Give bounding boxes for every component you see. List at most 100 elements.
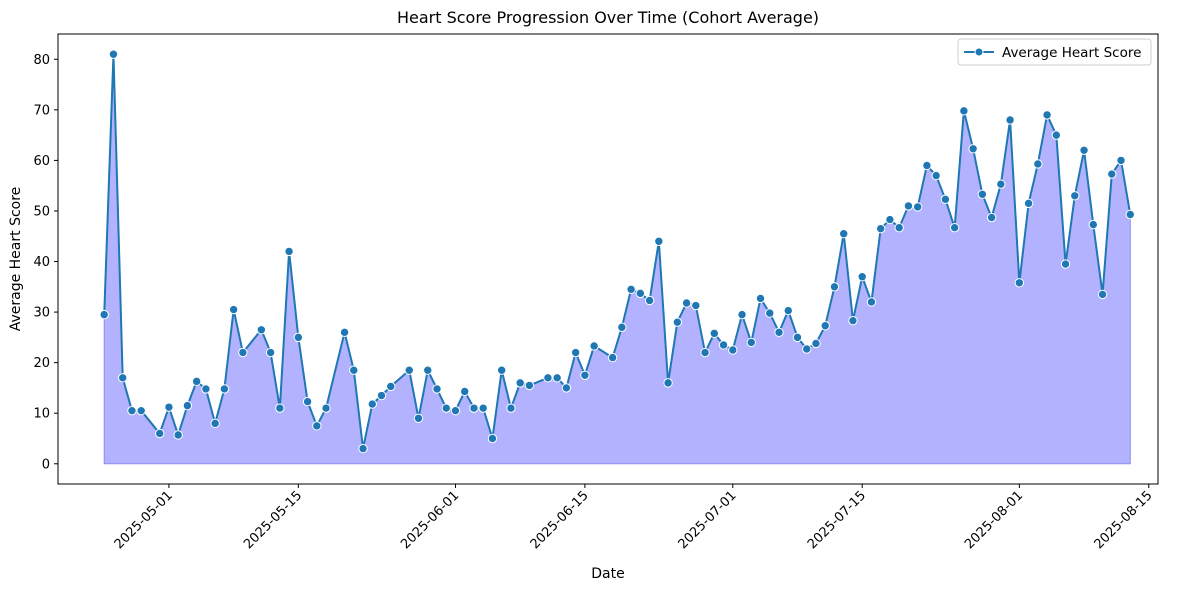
data-point [996,179,1006,189]
data-point [349,365,359,375]
data-point [755,293,766,304]
y-tick-label: 40 [33,255,50,270]
data-point [543,373,553,383]
data-point [644,295,655,306]
data-point [423,365,433,375]
data-point [496,365,507,375]
data-point [321,403,331,413]
data-point [284,246,294,257]
data-point [293,332,304,343]
x-tick-label: 2025-05-15 [241,488,305,552]
data-point [506,403,516,413]
data-point [99,309,109,320]
data-point [1023,198,1034,209]
data-point [737,309,747,320]
x-tick-label: 2025-08-01 [962,488,1026,552]
data-point [358,443,368,454]
data-point [986,212,997,223]
legend: Average Heart Score [957,38,1152,66]
legend-label: Average Heart Score [1002,45,1141,61]
y-tick-label: 30 [33,306,50,321]
data-point [413,413,424,423]
data-point [201,384,211,394]
data-point [118,373,128,383]
data-point [1051,130,1062,140]
data-point [1042,110,1052,120]
data-point [903,201,914,211]
chart-title: Heart Score Progression Over Time (Cohor… [397,8,819,27]
data-point [912,202,923,212]
data-point [931,170,941,181]
data-point [607,352,618,363]
data-point [173,430,183,440]
data-point [570,347,581,358]
data-point [626,284,636,295]
data-point [450,405,461,416]
data-point [108,49,119,59]
data-point [154,428,165,439]
data-point [617,322,627,332]
data-point [681,298,692,308]
y-tick-label: 20 [33,356,50,371]
data-point [746,337,756,348]
data-point [765,308,775,318]
data-point [561,383,572,393]
data-point [1070,191,1080,201]
y-tick-label: 80 [33,53,50,68]
data-point [728,345,738,355]
data-point [977,189,988,199]
x-tick-label: 2025-07-01 [676,488,740,552]
data-point [386,381,396,392]
y-tick-label: 10 [33,407,50,422]
y-tick-label: 60 [33,154,50,169]
x-tick-label: 2025-08-15 [1092,488,1156,552]
data-point [820,321,830,331]
data-point [136,405,146,416]
data-point [718,340,729,350]
data-point [182,400,193,411]
data-point [265,347,276,358]
data-point [875,223,886,234]
legend-marker-swatch [974,47,984,57]
data-point [1125,209,1135,220]
data-point [1060,259,1071,269]
data-point [885,214,895,225]
y-tick-label: 50 [33,204,50,219]
data-point [210,418,220,429]
data-point [857,271,867,282]
data-point [376,390,387,401]
data-point [312,421,322,431]
data-point [959,106,969,116]
data-point [478,403,488,413]
data-point [635,288,646,299]
data-point [589,341,599,351]
x-tick-label: 2025-07-15 [805,488,869,552]
data-point [1116,155,1126,166]
data-point [524,380,535,391]
data-point [802,344,812,354]
x-tick-label: 2025-05-01 [112,488,176,552]
data-point [191,376,202,387]
data-point [894,222,904,233]
data-point [922,160,932,171]
data-point [940,194,951,205]
data-point [811,338,821,349]
y-tick-label: 70 [33,103,50,118]
data-point [1107,169,1117,179]
data-point [839,229,849,239]
data-point [829,282,840,292]
plot-area [99,49,1135,465]
data-point [848,315,858,326]
data-point [1033,159,1043,169]
data-point [238,347,248,358]
data-point [700,347,710,358]
data-point [783,305,793,316]
x-tick-label: 2025-06-15 [528,488,592,552]
data-point [663,378,673,388]
data-point [866,297,877,307]
data-point [654,236,664,247]
data-point [460,386,470,397]
x-axis-label: Date [591,566,624,582]
data-point [1088,219,1098,230]
